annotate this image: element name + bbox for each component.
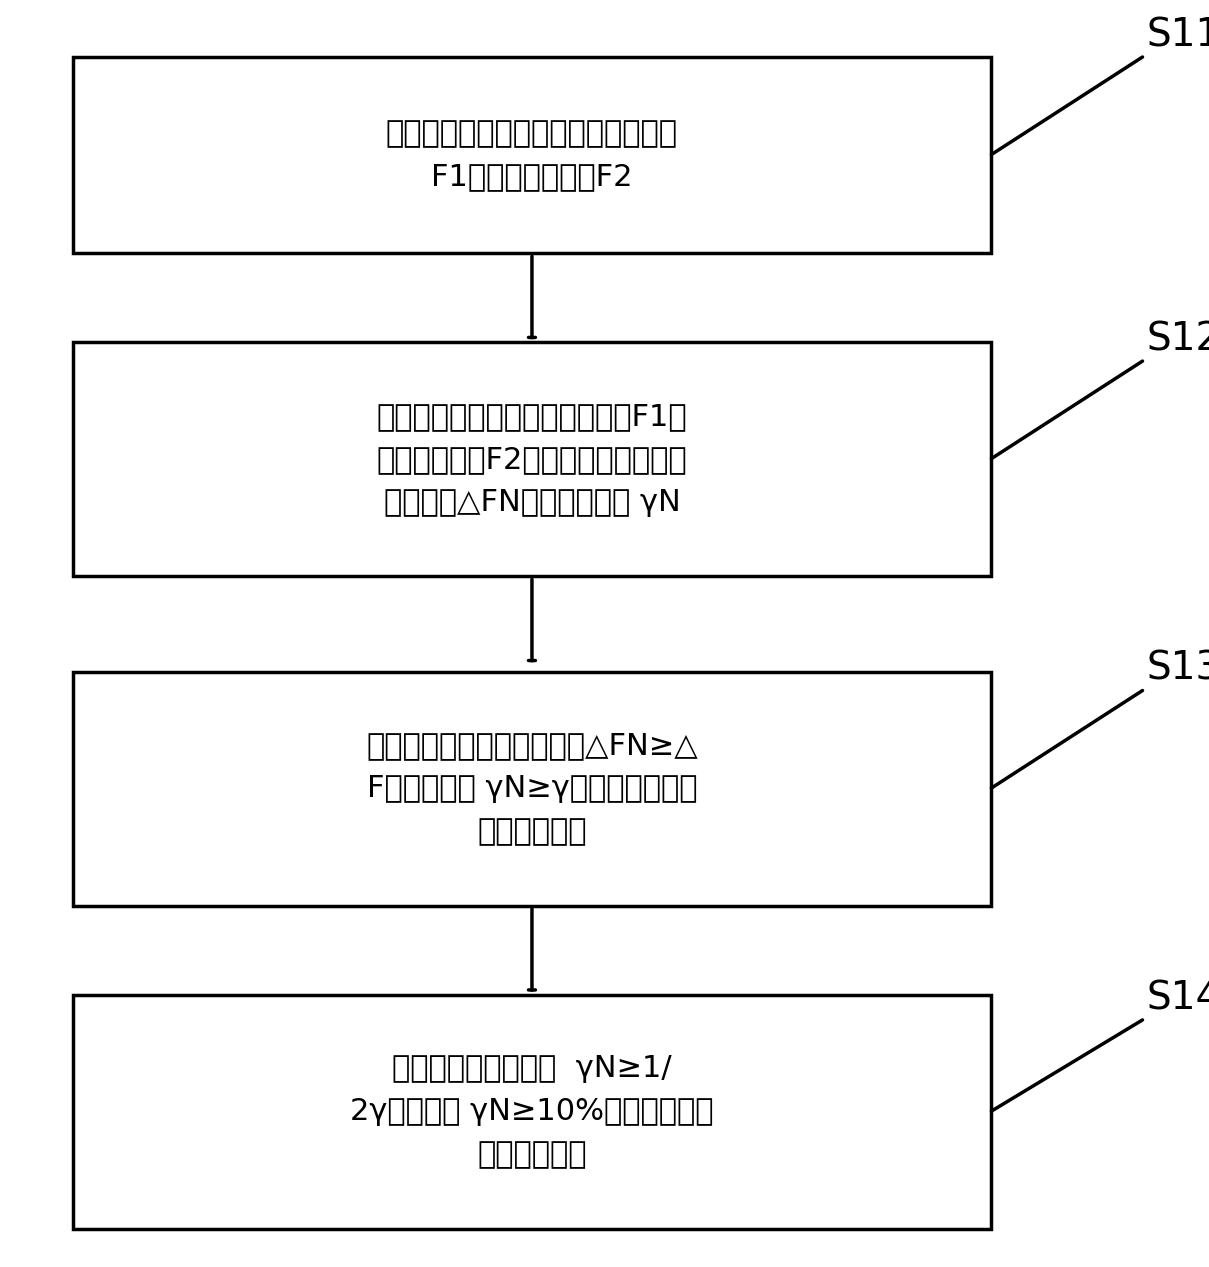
Text: S12: S12 [1146, 321, 1209, 359]
Text: 实时监测每台室内机的进风侧风速值
F1和出风侧风速值F2: 实时监测每台室内机的进风侧风速值 F1和出风侧风速值F2 [386, 119, 678, 191]
Text: 根据每台室内机的进风侧风速值F1和
出风侧风速值F2，计算出每台室内机
的风速差△FN和风速衰减值 γN: 根据每台室内机的进风侧风速值F1和 出风侧风速值F2，计算出每台室内机 的风速差… [377, 402, 687, 517]
Text: 若任一台室内机率先满足：△FN≥△
F预设值，且 γN≥γ预设值，则室内
机启动自清洁: 若任一台室内机率先满足：△FN≥△ F预设值，且 γN≥γ预设值，则室内 机启动… [366, 731, 698, 846]
Bar [73, 995, 991, 1229]
Text: 剩余室内机若满足：  γN≥1/
2γ预设值或 γN≥10%，则剩余室内
机启动自清洁: 剩余室内机若满足： γN≥1/ 2γ预设值或 γN≥10%，则剩余室内 机启动自… [351, 1054, 713, 1169]
Bar [73, 672, 991, 906]
Text: S13: S13 [1146, 650, 1209, 688]
Bar [73, 342, 991, 576]
Bar [73, 57, 991, 253]
Text: S14: S14 [1146, 979, 1209, 1017]
Text: S11: S11 [1146, 16, 1209, 54]
